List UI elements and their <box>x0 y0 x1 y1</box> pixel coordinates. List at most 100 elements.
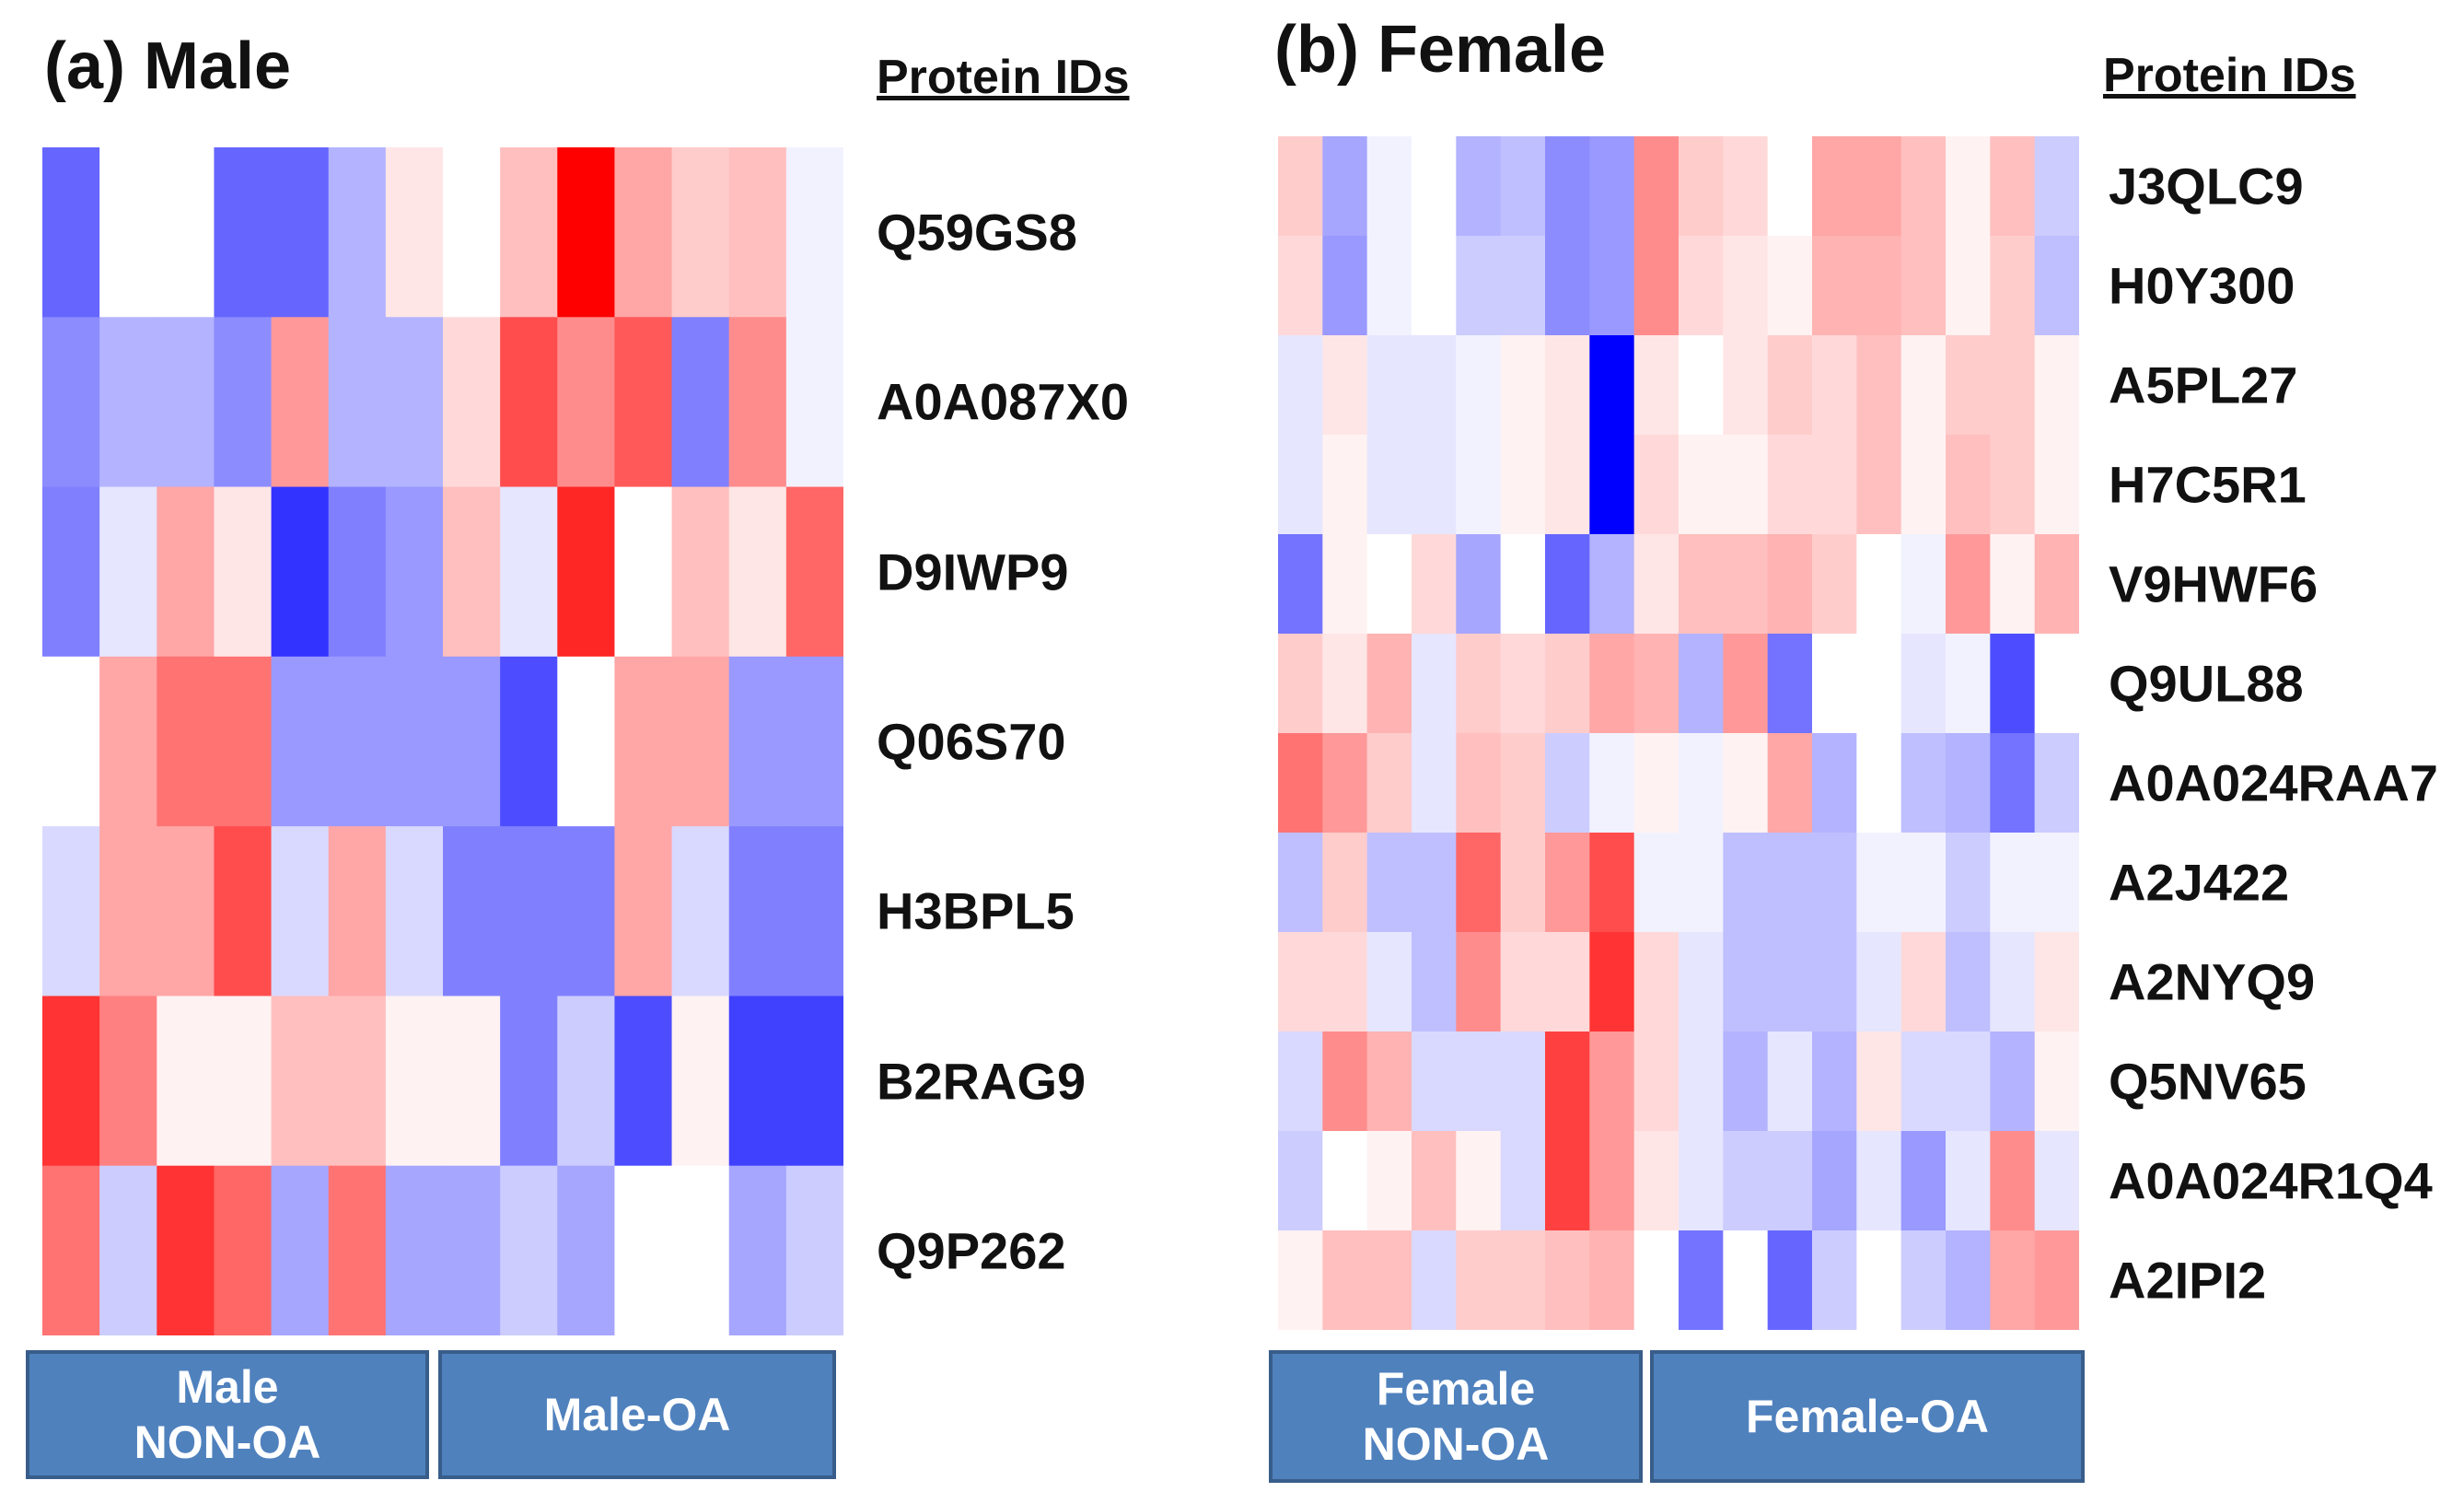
female-cell-r11-c2 <box>1366 1230 1412 1330</box>
male-cell-r5-c7 <box>443 996 501 1167</box>
female-cell-r8-c1 <box>1322 932 1368 1032</box>
female-cell-r8-c5 <box>1500 932 1546 1032</box>
female-cell-r5-c2 <box>1366 634 1412 734</box>
male-cell-r0-c12 <box>728 147 787 318</box>
female-cell-r8-c12 <box>1812 932 1857 1032</box>
male-cell-r4-c1 <box>99 826 157 997</box>
female-cell-r0-c9 <box>1679 136 1724 237</box>
female-row-label: A0A024R1Q4 <box>2109 1151 2433 1210</box>
female-cell-r0-c6 <box>1545 136 1590 237</box>
female-cell-r4-c1 <box>1322 534 1368 635</box>
female-cell-r9-c5 <box>1500 1032 1546 1132</box>
male-non-oa-group-box: Male NON-OA <box>26 1350 429 1479</box>
female-cell-r11-c9 <box>1679 1230 1724 1330</box>
female-cell-r0-c10 <box>1723 136 1769 237</box>
male-cell-r6-c2 <box>157 1165 215 1335</box>
female-row-label: A2IPI2 <box>2109 1251 2267 1310</box>
female-cell-r1-c15 <box>1946 236 1991 336</box>
female-cell-r11-c0 <box>1278 1230 1323 1330</box>
female-cell-r6-c3 <box>1412 733 1457 833</box>
female-cell-r0-c4 <box>1456 136 1502 237</box>
male-cell-r2-c7 <box>443 486 501 658</box>
male-cell-r0-c13 <box>785 147 843 318</box>
male-cell-r0-c2 <box>157 147 215 318</box>
male-cell-r4-c13 <box>785 826 843 997</box>
female-cell-r2-c8 <box>1633 335 1679 436</box>
female-cell-r2-c17 <box>2034 335 2079 436</box>
male-cell-r3-c13 <box>785 656 843 827</box>
female-cell-r5-c17 <box>2034 634 2079 734</box>
female-cell-r6-c6 <box>1545 733 1590 833</box>
male-cell-r2-c2 <box>157 486 215 658</box>
female-cell-r0-c0 <box>1278 136 1323 237</box>
female-cell-r11-c7 <box>1589 1230 1635 1330</box>
male-cell-r1-c13 <box>785 317 843 488</box>
male-cell-r5-c9 <box>557 996 616 1167</box>
female-cell-r6-c11 <box>1767 733 1813 833</box>
female-cell-r6-c13 <box>1856 733 1902 833</box>
male-cell-r5-c3 <box>214 996 273 1167</box>
female-cell-r0-c15 <box>1946 136 1991 237</box>
female-cell-r9-c16 <box>1990 1032 2036 1132</box>
male-row-label: Q06S70 <box>877 712 1066 771</box>
female-cell-r7-c17 <box>2034 833 2079 933</box>
female-cell-r4-c11 <box>1767 534 1813 635</box>
female-cell-r1-c12 <box>1812 236 1857 336</box>
female-cell-r3-c6 <box>1545 435 1590 535</box>
female-cell-r3-c7 <box>1589 435 1635 535</box>
female-cell-r9-c1 <box>1322 1032 1368 1132</box>
male-cell-r3-c1 <box>99 656 157 827</box>
male-cell-r2-c12 <box>728 486 787 658</box>
female-row-label: A5PL27 <box>2109 356 2298 414</box>
male-cell-r1-c7 <box>443 317 501 488</box>
female-cell-r6-c14 <box>1900 733 1947 833</box>
female-cell-r6-c9 <box>1679 733 1724 833</box>
male-row-label: B2RAG9 <box>877 1052 1087 1111</box>
female-cell-r1-c16 <box>1990 236 2036 336</box>
female-cell-r10-c6 <box>1545 1131 1590 1231</box>
male-cell-r6-c8 <box>500 1165 558 1335</box>
male-cell-r6-c4 <box>271 1165 330 1335</box>
female-cell-r7-c15 <box>1946 833 1991 933</box>
male-cell-r2-c11 <box>671 486 730 658</box>
female-cell-r4-c8 <box>1633 534 1679 635</box>
male-cell-r3-c12 <box>728 656 787 827</box>
male-cell-r4-c0 <box>42 826 100 997</box>
male-cell-r5-c0 <box>42 996 100 1167</box>
female-cell-r0-c7 <box>1589 136 1635 237</box>
female-cell-r10-c8 <box>1633 1131 1679 1231</box>
female-cell-r4-c15 <box>1946 534 1991 635</box>
female-cell-r7-c16 <box>1990 833 2036 933</box>
female-cell-r11-c5 <box>1500 1230 1546 1330</box>
female-cell-r5-c13 <box>1856 634 1902 734</box>
female-cell-r2-c16 <box>1990 335 2036 436</box>
female-cell-r1-c9 <box>1679 236 1724 336</box>
female-cell-r10-c12 <box>1812 1131 1857 1231</box>
female-cell-r4-c9 <box>1679 534 1724 635</box>
female-cell-r5-c15 <box>1946 634 1991 734</box>
male-cell-r0-c0 <box>42 147 100 318</box>
female-cell-r4-c17 <box>2034 534 2079 635</box>
female-row-label: Q5NV65 <box>2109 1052 2307 1111</box>
female-cell-r8-c3 <box>1412 932 1457 1032</box>
female-cell-r5-c16 <box>1990 634 2036 734</box>
female-cell-r3-c17 <box>2034 435 2079 535</box>
female-cell-r6-c7 <box>1589 733 1635 833</box>
female-cell-r11-c13 <box>1856 1230 1902 1330</box>
male-cell-r0-c11 <box>671 147 730 318</box>
female-cell-r6-c16 <box>1990 733 2036 833</box>
male-cell-r5-c10 <box>614 996 673 1167</box>
male-cell-r3-c2 <box>157 656 215 827</box>
male-cell-r1-c0 <box>42 317 100 488</box>
female-cell-r11-c3 <box>1412 1230 1457 1330</box>
female-cell-r11-c16 <box>1990 1230 2036 1330</box>
male-cell-r6-c9 <box>557 1165 616 1335</box>
female-cell-r0-c12 <box>1812 136 1857 237</box>
female-cell-r0-c16 <box>1990 136 2036 237</box>
female-cell-r6-c0 <box>1278 733 1323 833</box>
male-oa-group-box: Male-OA <box>438 1350 836 1479</box>
female-cell-r3-c16 <box>1990 435 2036 535</box>
female-cell-r3-c9 <box>1679 435 1724 535</box>
male-cell-r1-c6 <box>385 317 444 488</box>
female-cell-r7-c2 <box>1366 833 1412 933</box>
